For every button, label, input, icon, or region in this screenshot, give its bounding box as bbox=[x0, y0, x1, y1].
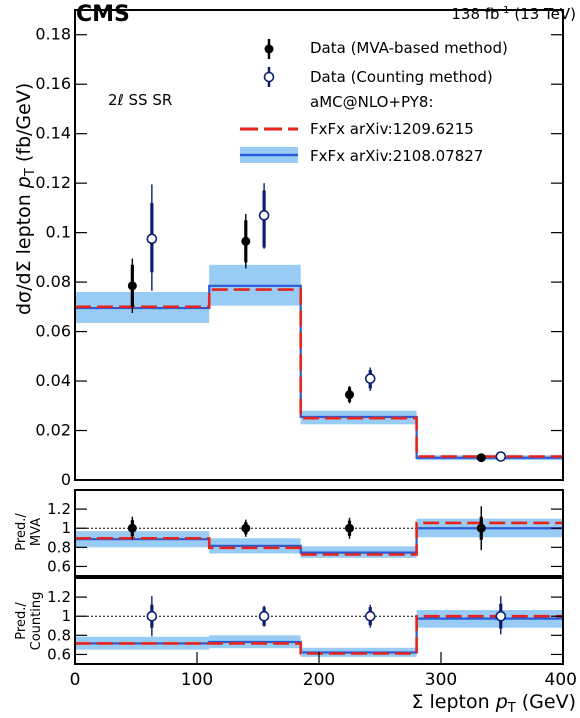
legend: Data (MVA-based method) Data (Counting m… bbox=[240, 39, 508, 165]
ratio-mva-content bbox=[75, 506, 563, 558]
legend-generator-label: aMC@NLO+PY8: bbox=[310, 93, 434, 111]
ratio-mva-frame bbox=[74, 489, 564, 577]
lumi-value: 138 fb bbox=[451, 5, 499, 23]
x-axis-title: Σ lepton pT (GeV) bbox=[411, 691, 576, 716]
experiment-label: CMS bbox=[76, 2, 130, 27]
main-mva-point-0 bbox=[127, 281, 137, 291]
x-tick-label-1: 100 bbox=[181, 670, 213, 690]
main-mva-point-3 bbox=[476, 453, 486, 463]
main-counting-point-1 bbox=[258, 210, 270, 221]
ratio-counting-content bbox=[75, 596, 563, 657]
ratio-counting-counting-point-3 bbox=[495, 610, 507, 622]
ratio-mva-mva-point-2 bbox=[345, 523, 354, 533]
main-ytick-label-9: 0.18 bbox=[35, 25, 71, 44]
lumi-energy: (13 TeV) bbox=[510, 5, 576, 23]
main-counting-point-0 bbox=[146, 233, 158, 245]
main-y-axis: 0 0.02 0.04 0.06 0.08 0.1 0.12 0.14 0.16 0.18 bbox=[35, 25, 563, 489]
ratio-mva-ytick-label-1: 0.8 bbox=[47, 538, 71, 556]
ratio-mva-fxfx-old-line bbox=[75, 521, 563, 556]
legend-label-fxfx-old: FxFx arXiv:1209.6215 bbox=[310, 120, 474, 138]
legend-label-fxfx-new: FxFx arXiv:2108.07827 bbox=[310, 147, 483, 165]
ratio-mva-mva-point-1 bbox=[241, 523, 251, 533]
legend-entry-mva: Data (MVA-based method) bbox=[264, 39, 508, 59]
ratio-panel-mva: 0.60.811.2 Pred./MVA bbox=[14, 489, 564, 577]
region-annotation: 2ℓ SS SR bbox=[108, 91, 172, 109]
ratio-mva-ytick-label-2: 1 bbox=[61, 519, 71, 537]
ratio-counting-y-title: Pred./Counting bbox=[14, 592, 44, 651]
legend-mva-point bbox=[264, 44, 274, 54]
legend-label-mva: Data (MVA-based method) bbox=[310, 39, 508, 57]
legend-entry-fxfx-new: FxFx arXiv:2108.07827 bbox=[240, 147, 483, 165]
main-panel: 2ℓ SS SR Data (MVA-based method) Data (C… bbox=[13, 9, 564, 489]
ratio-mva-ytick-label-3: 1.2 bbox=[47, 500, 71, 518]
main-ytick-label-1: 0.02 bbox=[35, 421, 71, 440]
ratio-counting-counting-point-1 bbox=[258, 610, 270, 622]
main-counting-point-3 bbox=[495, 451, 507, 462]
legend-counting-marker bbox=[263, 67, 275, 87]
main-mva-point-1 bbox=[241, 236, 251, 246]
ratio-mva-ytick-label-0: 0.6 bbox=[47, 557, 71, 575]
x-tick-label-4: 400 bbox=[545, 670, 577, 690]
main-ytick-label-0: 0 bbox=[61, 470, 71, 489]
ratio-mva-y-title: Pred./MVA bbox=[14, 513, 44, 551]
main-ytick-label-6: 0.12 bbox=[35, 173, 71, 192]
ratio-mva-mva-point-0 bbox=[127, 523, 137, 533]
main-ytick-label-7: 0.14 bbox=[35, 124, 71, 143]
ratio-counting-counting-point-0 bbox=[146, 610, 158, 622]
ratio-mva-y-axis: 0.60.811.2 bbox=[47, 500, 563, 575]
main-mva-point-2 bbox=[345, 390, 354, 400]
main-ytick-label-8: 0.16 bbox=[35, 74, 71, 93]
ratio-counting-y-axis: 0.60.811.2 bbox=[47, 588, 563, 663]
legend-entry-counting: Data (Counting method) bbox=[263, 67, 493, 87]
x-tick-label-2: 200 bbox=[303, 670, 335, 690]
ratio-counting-counting-point-2 bbox=[364, 610, 376, 622]
ratio-counting-fxfx-old-line bbox=[75, 614, 563, 655]
luminosity-label: 138 fb-1 (13 TeV) bbox=[451, 5, 576, 23]
ratio-mva-mva-point-3 bbox=[476, 523, 486, 533]
main-frame bbox=[74, 9, 564, 481]
legend-label-counting: Data (Counting method) bbox=[310, 68, 493, 86]
main-ytick-label-2: 0.04 bbox=[35, 371, 71, 390]
x-axis: 0 100 200 300 400 bbox=[70, 652, 577, 690]
legend-counting-point bbox=[263, 71, 275, 83]
ratio-counting-ytick-label-3: 1.2 bbox=[47, 588, 71, 606]
legend-mva-marker bbox=[264, 39, 274, 59]
main-ytick-label-5: 0.1 bbox=[46, 223, 71, 242]
main-fxfx-old-line bbox=[75, 288, 563, 458]
main-ytick-label-3: 0.06 bbox=[35, 322, 71, 341]
ratio-counting-ytick-label-0: 0.6 bbox=[47, 645, 71, 663]
x-tick-label-0: 0 bbox=[70, 670, 81, 690]
ratio-panel-counting: 0.60.811.2 0 100 200 300 400 Pred./Counting … bbox=[14, 577, 577, 716]
ratio-counting-ytick-label-1: 0.8 bbox=[47, 626, 71, 644]
main-ytick-label-4: 0.08 bbox=[35, 272, 71, 291]
x-tick-label-3: 300 bbox=[425, 670, 457, 690]
ratio-counting-ytick-label-2: 1 bbox=[61, 607, 71, 625]
legend-entry-fxfx-old: FxFx arXiv:1209.6215 bbox=[240, 120, 474, 138]
main-counting-point-2 bbox=[364, 373, 376, 384]
main-plot-content bbox=[75, 183, 563, 463]
main-y-axis-title: dσ/dΣ lepton pT (fb/GeV) bbox=[13, 83, 38, 315]
